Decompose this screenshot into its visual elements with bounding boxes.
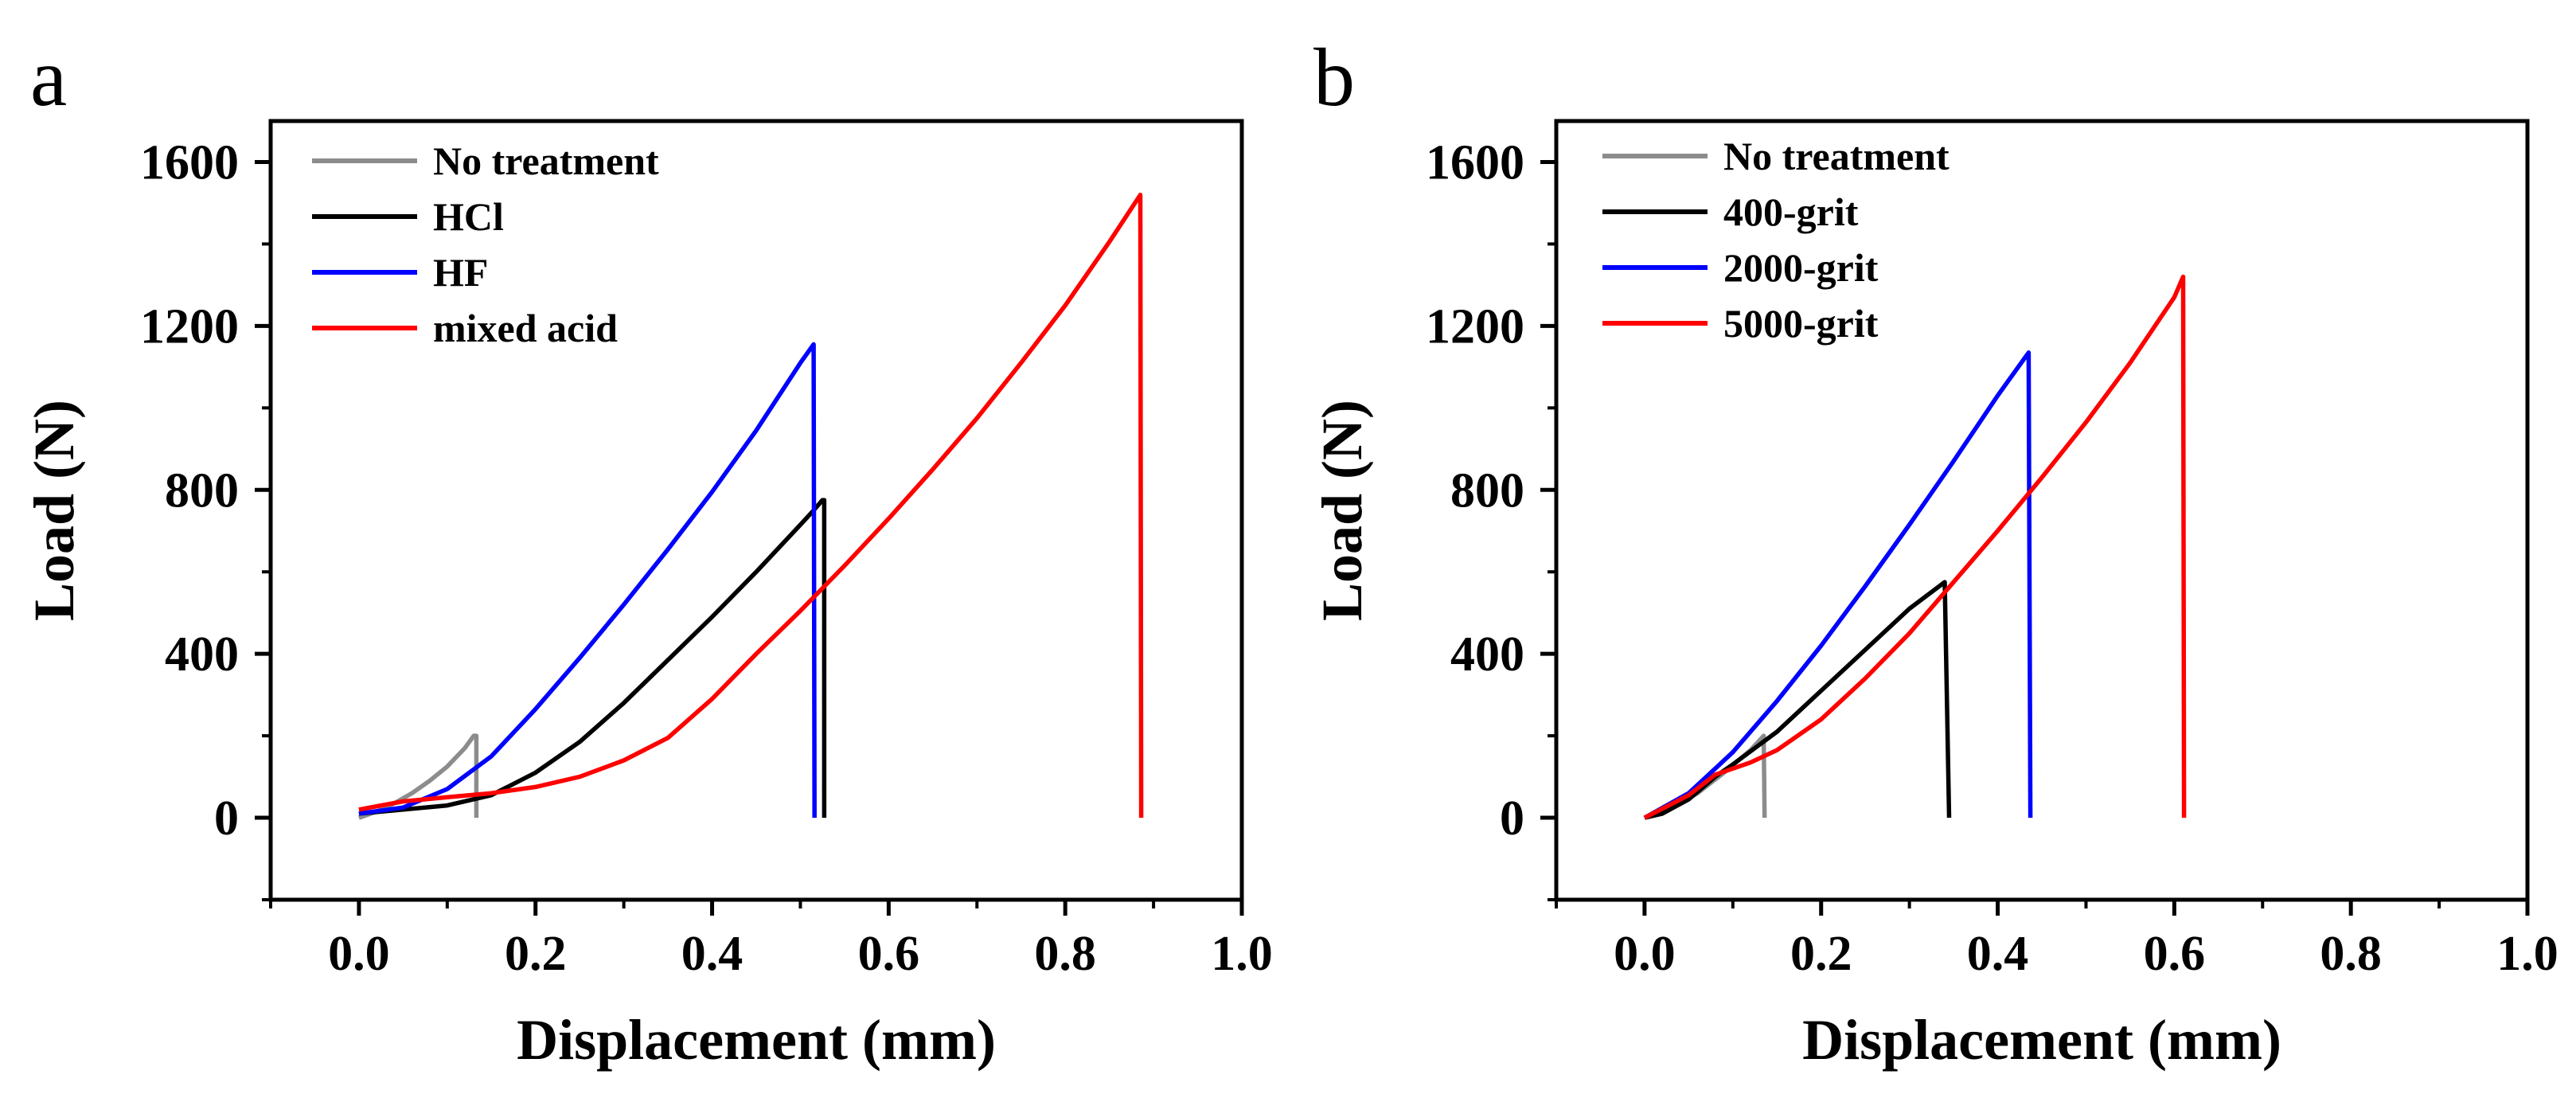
series-line-2 (358, 342, 817, 819)
legend-label: 5000-grit (1723, 301, 1879, 346)
y-tick-label: 400 (165, 627, 239, 682)
series-line-2 (1643, 350, 2033, 820)
y-tick-label: 400 (1450, 627, 1524, 682)
series-line-3 (1643, 274, 2187, 820)
x-tick-label: 0.6 (2144, 927, 2206, 981)
y-tick-label: 1200 (140, 299, 239, 354)
series-line-1 (1644, 580, 1952, 820)
y-tick-label: 800 (1450, 463, 1524, 518)
y-axis-label: Load (N) (1310, 400, 1374, 621)
y-axis-label: Load (N) (22, 400, 86, 621)
x-tick-label: 0.4 (1967, 927, 2029, 981)
series-line-3 (358, 192, 1144, 819)
series-line-1 (358, 498, 827, 819)
x-tick-label: 0.2 (1790, 927, 1852, 981)
x-tick-label: 0.0 (328, 927, 390, 981)
panel-title: a (30, 32, 67, 123)
x-tick-label: 0.8 (2320, 927, 2382, 981)
panel-a: a 0.0 0.2 0.4 0.6 0.8 1.0 0 400 800 1200 1600 Displa… (22, 32, 1273, 1072)
legend-label: 2000-grit (1723, 245, 1879, 290)
x-tick-label: 0.0 (1614, 927, 1676, 981)
legend-label: No treatment (433, 139, 659, 183)
panel-title: b (1313, 32, 1355, 123)
x-tick-label: 0.2 (505, 927, 567, 981)
panel-b: b 0.0 0.2 0.4 0.6 0.8 1.0 0 400 800 1200 1600 Displa… (1310, 32, 2558, 1072)
x-tick-label: 1.0 (1211, 927, 1273, 981)
y-tick-label: 1600 (1426, 135, 1524, 189)
legend-label: HF (433, 250, 488, 295)
y-tick-label: 1200 (1426, 299, 1524, 354)
legend-label: mixed acid (433, 306, 618, 350)
x-tick-label: 0.6 (858, 927, 920, 981)
y-tick-label: 1600 (140, 135, 239, 189)
plot-frame (268, 119, 1244, 902)
legend-label: No treatment (1723, 134, 1950, 178)
y-tick-label: 0 (214, 791, 239, 846)
plot-frame (1554, 119, 2530, 902)
x-axis-label: Displacement (mm) (517, 1008, 996, 1072)
y-tick-label: 0 (1500, 791, 1524, 846)
y-tick-label: 800 (165, 463, 239, 518)
x-tick-label: 1.0 (2496, 927, 2558, 981)
legend-label: HCl (433, 194, 504, 239)
series-line-0 (357, 733, 479, 820)
x-tick-label: 0.8 (1034, 927, 1096, 981)
legend-label: 400-grit (1723, 189, 1859, 234)
x-axis-label: Displacement (mm) (1802, 1008, 2281, 1072)
x-tick-label: 0.4 (681, 927, 744, 981)
